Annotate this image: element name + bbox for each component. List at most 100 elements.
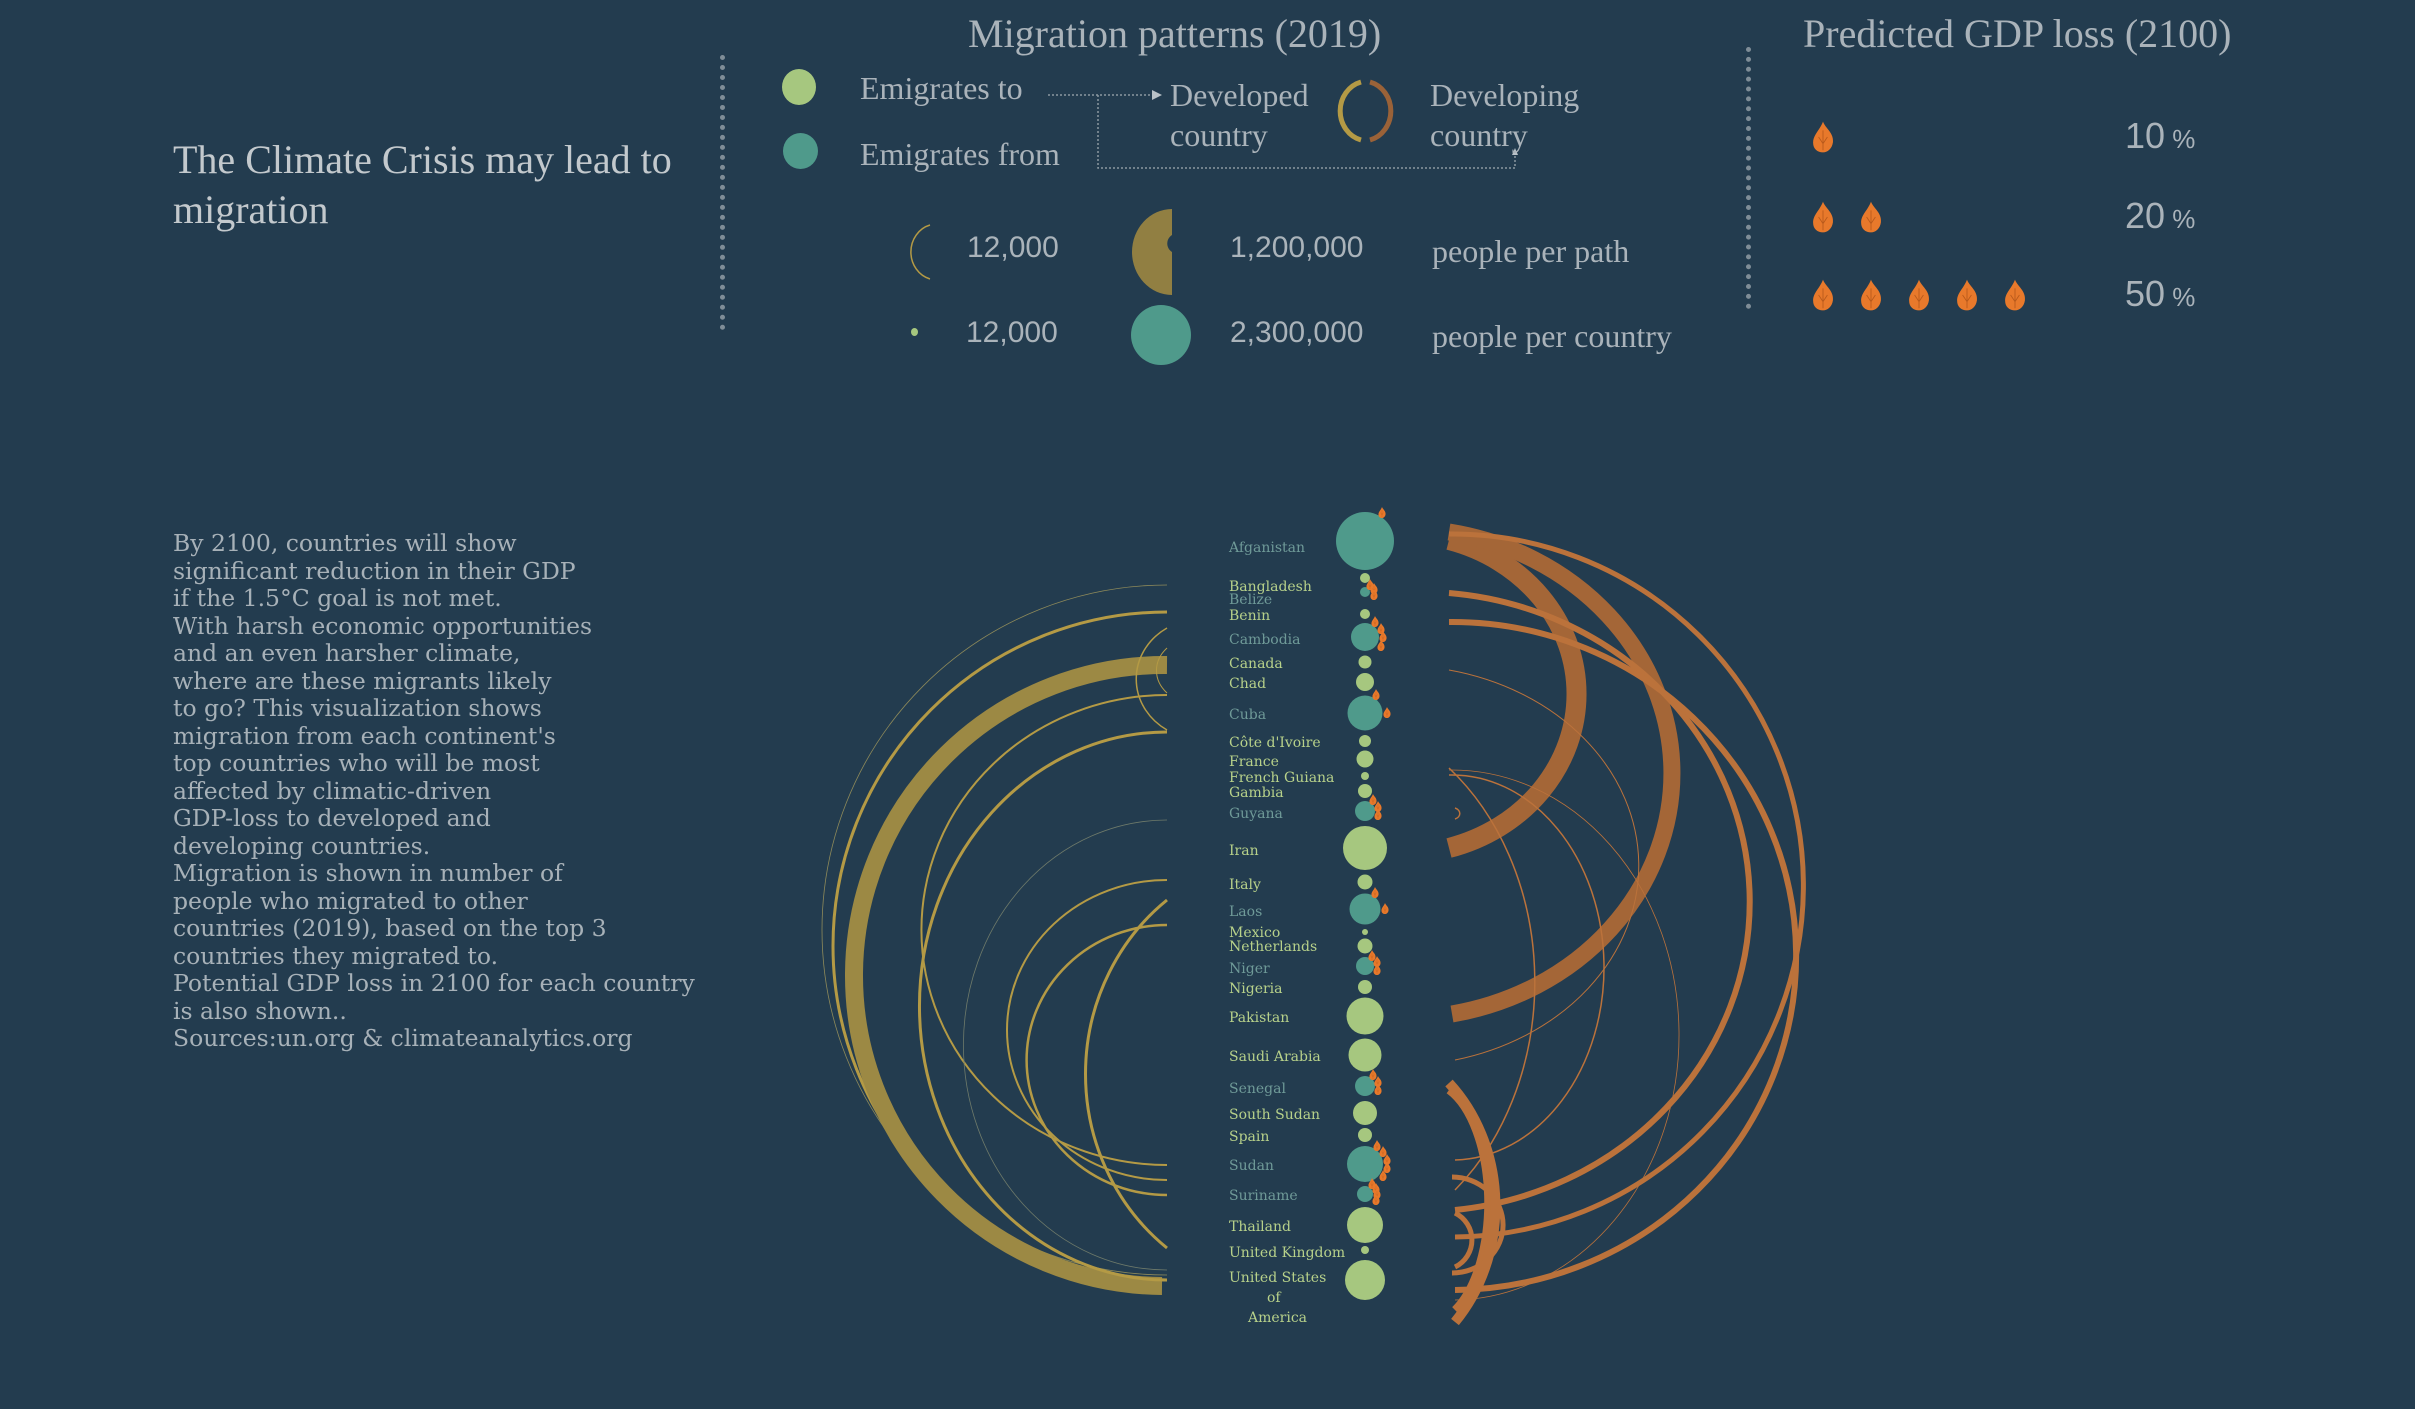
legend-arrows bbox=[910, 79, 1518, 295]
flame-icon bbox=[1374, 1084, 1382, 1103]
country-node[interactable] bbox=[1355, 1076, 1375, 1096]
country-node[interactable] bbox=[1357, 938, 1373, 954]
country-min-value: 12,000 bbox=[966, 316, 1058, 349]
country-max-value: 2,300,000 bbox=[1230, 316, 1364, 349]
country-label: Cambodia bbox=[1229, 632, 1301, 648]
developing-label-line1: Developing bbox=[1430, 77, 1580, 113]
country-max-dot bbox=[1131, 305, 1191, 365]
country-node[interactable] bbox=[1360, 609, 1370, 619]
flame-icon bbox=[1382, 707, 1391, 726]
page-title: The Climate Crisis may lead to migration bbox=[173, 137, 672, 232]
country-node[interactable] bbox=[1346, 997, 1384, 1035]
flame-icon bbox=[1812, 120, 1834, 154]
country-scale-label: people per country bbox=[1432, 318, 1672, 354]
flame-icon bbox=[1812, 200, 1834, 234]
country-node[interactable] bbox=[1351, 623, 1379, 651]
country-label: Chad bbox=[1229, 676, 1267, 692]
developed-label-line1: Developed bbox=[1170, 77, 1309, 113]
gdp-value: 10 % bbox=[2125, 115, 2196, 156]
country-label: France bbox=[1229, 754, 1279, 770]
country-node[interactable] bbox=[1348, 1038, 1382, 1072]
flame-icon bbox=[1372, 689, 1380, 708]
country-label: Iran bbox=[1229, 843, 1259, 859]
country-label: Mexico bbox=[1229, 925, 1281, 941]
flame-icon bbox=[1380, 903, 1389, 922]
country-node[interactable] bbox=[1336, 512, 1394, 570]
developing-label-line2: country bbox=[1430, 117, 1528, 153]
flame-icon bbox=[1374, 1075, 1382, 1095]
country-node[interactable] bbox=[1347, 1146, 1383, 1182]
country-node[interactable] bbox=[1359, 735, 1371, 747]
country-node[interactable] bbox=[1349, 893, 1381, 925]
country-node[interactable] bbox=[1358, 980, 1372, 994]
divider-left bbox=[720, 55, 730, 330]
country-node[interactable] bbox=[1355, 801, 1375, 821]
country-node[interactable] bbox=[1353, 1101, 1377, 1125]
flame-icon bbox=[1370, 616, 1379, 635]
flame-icon bbox=[1860, 200, 1882, 234]
country-label: Nigeria bbox=[1229, 981, 1283, 997]
country-node[interactable] bbox=[1358, 1128, 1372, 1142]
country-label: Belize bbox=[1229, 592, 1273, 608]
country-node[interactable] bbox=[1345, 1260, 1385, 1300]
flame-icon bbox=[1371, 886, 1379, 906]
flame-icon bbox=[1908, 278, 1930, 312]
flame-icon bbox=[1369, 588, 1378, 608]
developed-paths bbox=[821, 584, 1168, 1295]
country-node[interactable] bbox=[1357, 1186, 1373, 1202]
emigrates-to-label: Emigrates to bbox=[860, 70, 1023, 106]
country-node[interactable] bbox=[1358, 784, 1372, 798]
flame-icon bbox=[2004, 278, 2026, 312]
gdp-value: 20 % bbox=[2125, 195, 2196, 236]
developed-label-line2: country bbox=[1170, 117, 1268, 153]
path-scale-label: people per path bbox=[1432, 233, 1630, 269]
country-label: Spain bbox=[1229, 1129, 1270, 1145]
flame-icon bbox=[1382, 1162, 1391, 1181]
country-label: Bangladesh bbox=[1229, 579, 1312, 595]
country-node[interactable] bbox=[1361, 1246, 1369, 1254]
country-node[interactable] bbox=[1358, 655, 1372, 669]
country-node[interactable] bbox=[1347, 695, 1383, 731]
gdp-value: 50 % bbox=[2125, 273, 2196, 314]
flame-icon bbox=[1368, 949, 1376, 969]
country-label: French Guiana bbox=[1229, 770, 1335, 786]
country-label: Guyana bbox=[1229, 806, 1283, 822]
country-label: United Kingdom bbox=[1229, 1245, 1346, 1261]
emigrates-from-label: Emigrates from bbox=[860, 136, 1060, 172]
flame-icon bbox=[1378, 507, 1386, 526]
country-label: Laos bbox=[1229, 904, 1263, 920]
developing-paths bbox=[1445, 523, 1806, 1326]
country-node[interactable] bbox=[1356, 673, 1374, 691]
country-label: Canada bbox=[1229, 656, 1283, 672]
flame-icon bbox=[1956, 278, 1978, 312]
country-label: Afganistan bbox=[1229, 540, 1306, 556]
flame-icon bbox=[1377, 639, 1385, 659]
country-label: United States of America bbox=[1229, 1270, 1327, 1326]
country-label: Netherlands bbox=[1229, 939, 1318, 955]
flame-icon bbox=[1372, 1139, 1381, 1159]
country-node[interactable] bbox=[1361, 772, 1369, 780]
country-node[interactable] bbox=[1360, 573, 1370, 583]
country-label: Senegal bbox=[1229, 1081, 1286, 1097]
country-label: Cuba bbox=[1229, 707, 1267, 723]
flame-icon bbox=[1368, 793, 1377, 813]
flame-icon bbox=[1373, 964, 1381, 983]
path-min-value: 12,000 bbox=[967, 231, 1059, 264]
flame-icon bbox=[1374, 809, 1382, 828]
path-max-value: 1,200,000 bbox=[1230, 231, 1364, 264]
country-node[interactable] bbox=[1362, 929, 1368, 935]
country-label: Thailand bbox=[1229, 1219, 1291, 1235]
country-label: Gambia bbox=[1229, 785, 1284, 801]
flame-icon bbox=[1371, 1193, 1380, 1213]
country-node[interactable] bbox=[1360, 587, 1370, 597]
country-label: Saudi Arabia bbox=[1229, 1049, 1321, 1065]
country-node[interactable] bbox=[1347, 1207, 1383, 1243]
country-min-dot bbox=[911, 328, 918, 336]
country-node[interactable] bbox=[1356, 957, 1374, 975]
country-label: Sudan bbox=[1229, 1158, 1274, 1174]
flame-icon bbox=[1860, 278, 1882, 312]
country-label: South Sudan bbox=[1229, 1107, 1321, 1123]
country-node[interactable] bbox=[1356, 750, 1374, 768]
country-node[interactable] bbox=[1357, 874, 1373, 890]
country-node[interactable] bbox=[1343, 826, 1387, 870]
